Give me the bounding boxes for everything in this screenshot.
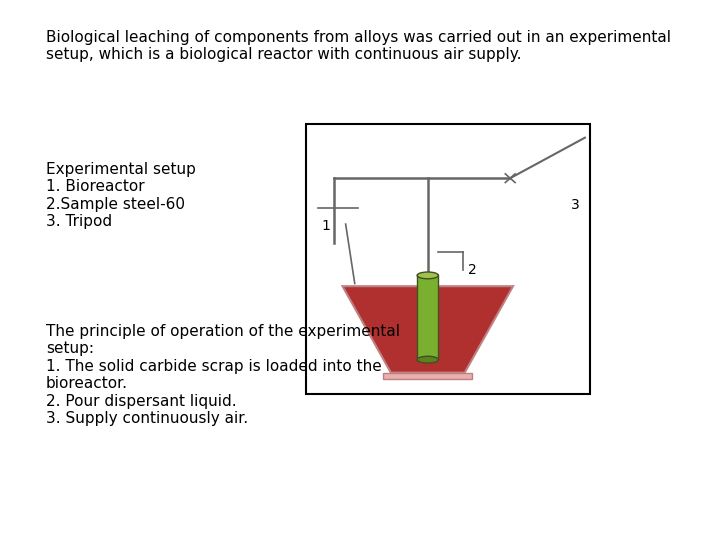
Ellipse shape xyxy=(417,272,438,279)
Polygon shape xyxy=(384,373,472,379)
Polygon shape xyxy=(343,286,513,373)
Text: Experimental setup
1. Bioreactor
2.Sample steel-60
3. Tripod: Experimental setup 1. Bioreactor 2.Sampl… xyxy=(46,162,196,229)
Text: The principle of operation of the experimental
setup:
1. The solid carbide scrap: The principle of operation of the experi… xyxy=(46,324,400,426)
Text: 2: 2 xyxy=(468,263,477,277)
Text: 3: 3 xyxy=(572,198,580,212)
Ellipse shape xyxy=(417,356,438,363)
Text: Biological leaching of components from alloys was carried out in an experimental: Biological leaching of components from a… xyxy=(46,30,671,62)
Text: 1: 1 xyxy=(321,219,330,233)
Bar xyxy=(305,124,590,394)
Bar xyxy=(417,275,438,360)
